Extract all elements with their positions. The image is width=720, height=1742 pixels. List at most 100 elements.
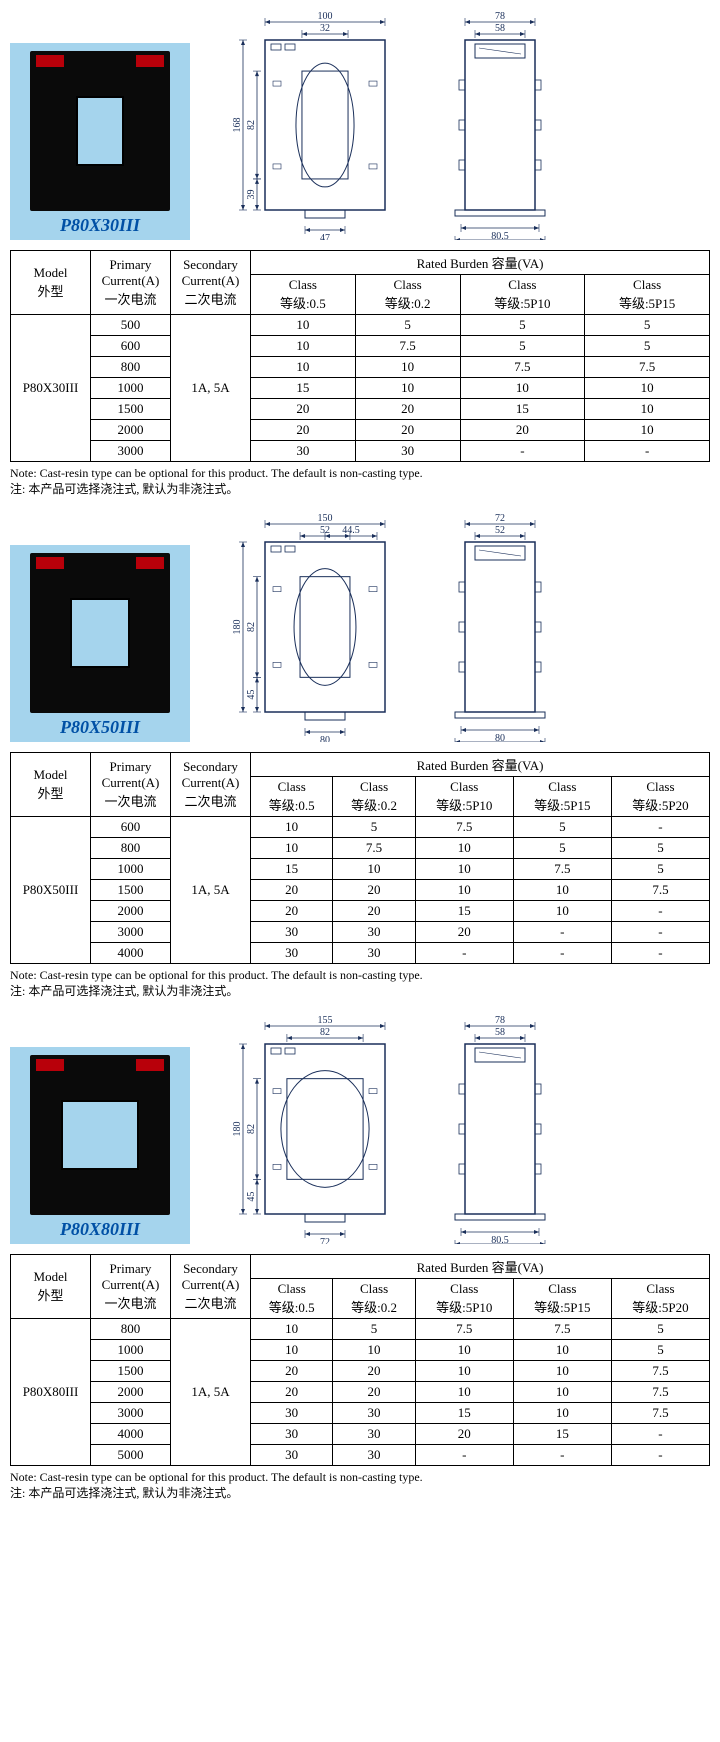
spec-table: Model外型 PrimaryCurrent(A)一次电流 SecondaryC… xyxy=(10,250,710,462)
value-cell: 10 xyxy=(513,880,611,901)
class-header: Class等级:0.5 xyxy=(251,275,356,315)
secondary-cell: 1A, 5A xyxy=(171,315,251,462)
value-cell: 5 xyxy=(585,336,710,357)
value-cell: 5 xyxy=(355,315,460,336)
value-cell: 10 xyxy=(513,1382,611,1403)
value-cell: 5 xyxy=(585,315,710,336)
value-cell: 20 xyxy=(251,901,333,922)
svg-text:72: 72 xyxy=(495,513,505,524)
value-cell: 5 xyxy=(611,859,709,880)
value-cell: 7.5 xyxy=(355,336,460,357)
primary-cell: 500 xyxy=(91,315,171,336)
value-cell: 10 xyxy=(415,1382,513,1403)
value-cell: 30 xyxy=(333,1403,415,1424)
value-cell: - xyxy=(513,943,611,964)
value-cell: 10 xyxy=(415,1340,513,1361)
value-cell: 7.5 xyxy=(415,1319,513,1340)
svg-text:82: 82 xyxy=(246,1124,257,1134)
svg-text:45: 45 xyxy=(246,1192,257,1202)
value-cell: - xyxy=(611,943,709,964)
svg-text:32: 32 xyxy=(320,23,330,34)
primary-cell: 1000 xyxy=(91,859,171,880)
model-cell: P80X80III xyxy=(11,1319,91,1466)
primary-cell: 4000 xyxy=(91,1424,171,1445)
svg-text:72: 72 xyxy=(320,1237,330,1244)
value-cell: 5 xyxy=(333,817,415,838)
class-header: Class等级:5P15 xyxy=(585,275,710,315)
spec-table: Model外型 PrimaryCurrent(A)一次电流 SecondaryC… xyxy=(10,1254,710,1466)
front-drawing: 100 32 168 82 39 47 xyxy=(210,10,410,240)
value-cell: - xyxy=(415,1445,513,1466)
value-cell: 10 xyxy=(251,315,356,336)
value-cell: 20 xyxy=(415,922,513,943)
class-header: Class等级:0.5 xyxy=(251,1279,333,1319)
value-cell: 5 xyxy=(460,315,585,336)
value-cell: 20 xyxy=(251,1361,333,1382)
value-cell: 10 xyxy=(513,1361,611,1382)
class-header: Class等级:5P20 xyxy=(611,1279,709,1319)
svg-text:155: 155 xyxy=(318,1015,333,1026)
value-cell: 5 xyxy=(611,1340,709,1361)
value-cell: 10 xyxy=(415,859,513,880)
class-header: Class等级:0.2 xyxy=(333,777,415,817)
value-cell: 30 xyxy=(251,1424,333,1445)
class-header: Class等级:5P10 xyxy=(415,1279,513,1319)
svg-text:78: 78 xyxy=(495,1015,505,1026)
value-cell: 7.5 xyxy=(415,817,513,838)
value-cell: 10 xyxy=(333,1340,415,1361)
value-cell: 30 xyxy=(355,441,460,462)
secondary-cell: 1A, 5A xyxy=(171,817,251,964)
primary-cell: 2000 xyxy=(91,901,171,922)
value-cell: 20 xyxy=(333,1382,415,1403)
secondary-header: SecondaryCurrent(A)二次电流 xyxy=(171,1255,251,1319)
value-cell: 7.5 xyxy=(611,880,709,901)
primary-cell: 800 xyxy=(91,1319,171,1340)
class-header: Class等级:5P15 xyxy=(513,777,611,817)
front-drawing: 155 82 180 82 45 72 xyxy=(210,1014,410,1244)
value-cell: - xyxy=(611,901,709,922)
svg-text:180: 180 xyxy=(232,1122,243,1137)
primary-cell: 4000 xyxy=(91,943,171,964)
primary-cell: 3000 xyxy=(91,1403,171,1424)
value-cell: 7.5 xyxy=(333,838,415,859)
note-text: Note: Cast-resin type can be optional fo… xyxy=(10,1470,710,1501)
value-cell: 10 xyxy=(513,901,611,922)
value-cell: 30 xyxy=(333,1424,415,1445)
value-cell: 10 xyxy=(585,399,710,420)
svg-text:52: 52 xyxy=(495,525,505,536)
svg-text:80.5: 80.5 xyxy=(491,1235,509,1244)
value-cell: 10 xyxy=(251,838,333,859)
primary-cell: 3000 xyxy=(91,922,171,943)
value-cell: 30 xyxy=(333,922,415,943)
value-cell: 20 xyxy=(460,420,585,441)
value-cell: 30 xyxy=(251,943,333,964)
value-cell: 20 xyxy=(251,399,356,420)
product-photo: P80X50III xyxy=(10,545,190,742)
primary-cell: 800 xyxy=(91,357,171,378)
burden-header: Rated Burden 容量(VA) xyxy=(251,1255,710,1279)
svg-text:45: 45 xyxy=(246,690,257,700)
svg-text:150: 150 xyxy=(318,513,333,524)
value-cell: 10 xyxy=(355,357,460,378)
value-cell: 10 xyxy=(251,1319,333,1340)
note-text: Note: Cast-resin type can be optional fo… xyxy=(10,968,710,999)
value-cell: 10 xyxy=(415,838,513,859)
burden-header: Rated Burden 容量(VA) xyxy=(251,753,710,777)
svg-text:80: 80 xyxy=(495,733,505,742)
value-cell: 10 xyxy=(415,880,513,901)
value-cell: 20 xyxy=(251,420,356,441)
value-cell: 20 xyxy=(333,1361,415,1382)
value-cell: 30 xyxy=(251,1445,333,1466)
model-header: Model外型 xyxy=(11,753,91,817)
value-cell: 15 xyxy=(415,901,513,922)
value-cell: 7.5 xyxy=(460,357,585,378)
value-cell: 7.5 xyxy=(611,1382,709,1403)
secondary-header: SecondaryCurrent(A)二次电流 xyxy=(171,251,251,315)
svg-text:78: 78 xyxy=(495,11,505,22)
front-drawing: 150 52 44.5 180 82 45 80 xyxy=(210,512,410,742)
value-cell: 15 xyxy=(251,378,356,399)
value-cell: 15 xyxy=(513,1424,611,1445)
primary-header: PrimaryCurrent(A)一次电流 xyxy=(91,1255,171,1319)
value-cell: 30 xyxy=(251,1403,333,1424)
value-cell: 10 xyxy=(251,1340,333,1361)
